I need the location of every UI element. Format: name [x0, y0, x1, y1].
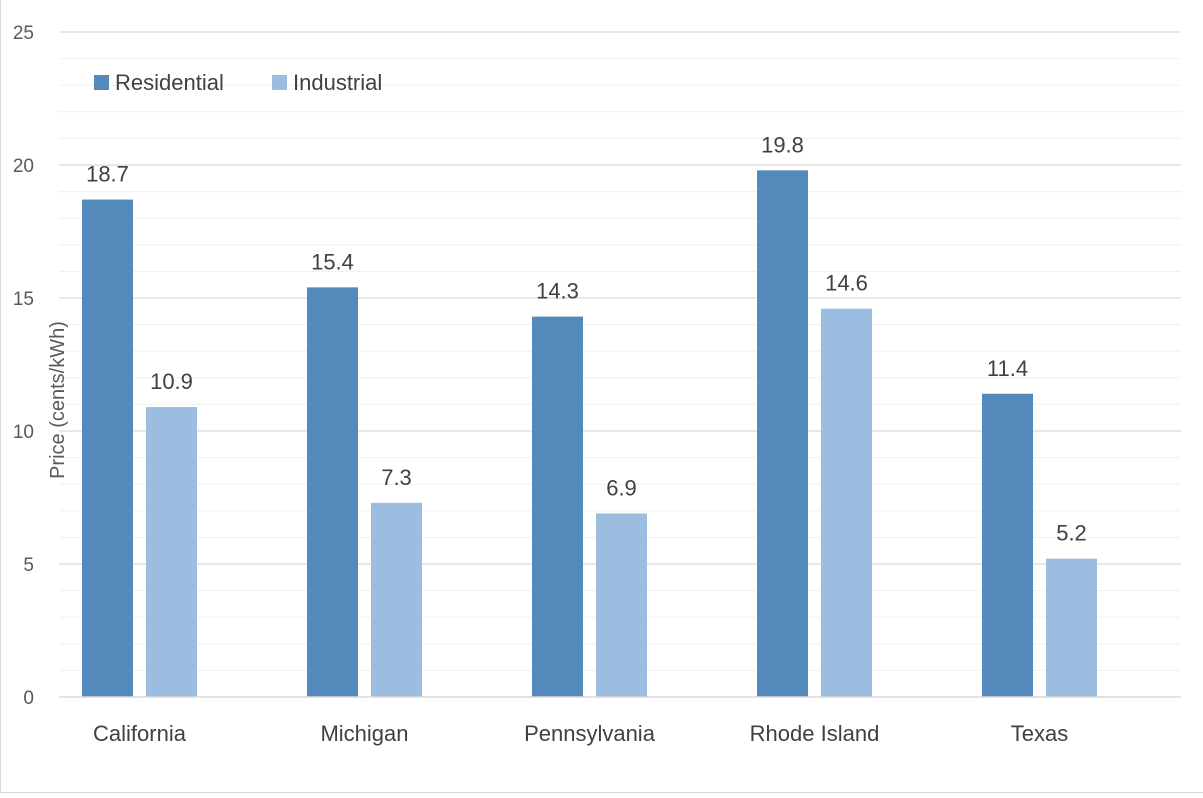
data-label: 11.4 — [987, 356, 1028, 381]
x-category-label: Rhode Island — [750, 721, 880, 746]
data-label: 15.4 — [311, 249, 354, 274]
legend: Residential Industrial — [94, 70, 382, 95]
y-tick-label: 25 — [13, 23, 34, 44]
bar-residential — [757, 170, 808, 697]
bar-residential — [532, 316, 583, 697]
bar-industrial — [371, 502, 422, 697]
bar-industrial — [1046, 558, 1097, 697]
y-tick-label: 20 — [13, 156, 34, 177]
legend-label: Industrial — [293, 70, 382, 95]
legend-swatch — [94, 75, 109, 90]
x-category-label: Michigan — [320, 721, 408, 746]
data-label: 10.9 — [150, 369, 193, 394]
gridlines — [59, 31, 1181, 671]
bar-industrial — [596, 513, 647, 697]
legend-swatch — [272, 75, 287, 90]
y-axis-ticks: 0 5 10 15 20 25 — [13, 23, 34, 709]
bar-residential — [82, 199, 133, 697]
bars — [82, 170, 1097, 697]
legend-label: Residential — [115, 70, 224, 95]
bar-residential — [307, 287, 358, 697]
x-category-label: California — [93, 721, 187, 746]
y-axis-title: Price (cents/kWh) — [47, 321, 69, 479]
bar-industrial — [146, 407, 197, 697]
data-label: 14.6 — [825, 271, 868, 296]
data-label: 7.3 — [381, 465, 412, 490]
y-tick-label: 10 — [13, 422, 34, 443]
data-label: 6.9 — [606, 475, 637, 500]
y-tick-label: 15 — [13, 289, 34, 310]
data-label: 5.2 — [1056, 521, 1087, 546]
bar-industrial — [821, 308, 872, 697]
bar-residential — [982, 393, 1033, 697]
y-tick-label: 5 — [23, 555, 34, 576]
data-label: 14.3 — [536, 279, 579, 304]
y-tick-label: 0 — [23, 688, 34, 709]
data-label: 18.7 — [86, 162, 129, 187]
x-category-label: Pennsylvania — [524, 721, 656, 746]
x-axis-categories: California Michigan Pennsylvania Rhode Isla… — [93, 721, 1068, 746]
x-category-label: Texas — [1011, 721, 1068, 746]
data-label: 19.8 — [761, 132, 804, 157]
data-labels: 18.7 10.9 15.4 7.3 14.3 6.9 19.8 14.6 11.4 5.2 — [86, 132, 1087, 545]
